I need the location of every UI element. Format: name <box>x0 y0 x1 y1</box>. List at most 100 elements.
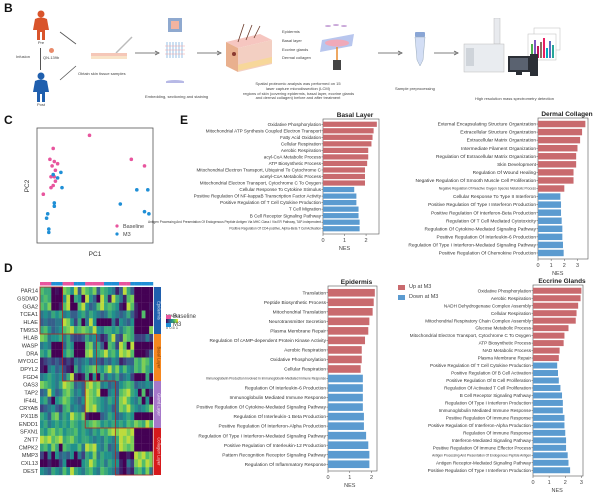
heatmap-cell <box>141 326 146 335</box>
nes-direction-legend: Up at M3 Down at M3 <box>398 282 438 302</box>
heatmap-cell <box>81 451 86 460</box>
nes-bar <box>328 384 363 392</box>
heatmap-cell <box>137 326 142 335</box>
heatmap-cell <box>119 443 124 452</box>
heatmap-cell <box>126 302 131 311</box>
heatmap-cell <box>40 412 44 421</box>
heatmap-cell <box>66 459 71 468</box>
heatmap-cell <box>40 326 44 335</box>
nes-bar <box>323 206 359 212</box>
heatmap-cell <box>141 381 146 389</box>
heatmap-cell <box>130 381 135 389</box>
heatmap-cell <box>100 404 105 413</box>
heatmap-cell <box>100 373 105 382</box>
heatmap-cell <box>47 428 52 436</box>
heatmap-cell <box>145 412 150 421</box>
heatmap-cell <box>58 302 63 311</box>
colorbar-tick-0: 0 <box>166 326 168 330</box>
heatmap-cell <box>122 341 127 350</box>
heatmap-cell <box>122 326 127 335</box>
nes-bar <box>328 308 373 316</box>
heatmap-cell <box>115 310 120 319</box>
arrow-icon <box>135 50 160 56</box>
term-label: Cellular Respiration <box>491 311 532 316</box>
heatmap-cell <box>88 310 93 319</box>
gene-label: TAP2 <box>24 390 38 396</box>
heatmap-cell <box>107 349 112 358</box>
x-tick-label: 2 <box>370 475 373 481</box>
x-tick-label: 0 <box>536 263 539 269</box>
nes-bar <box>328 365 361 373</box>
heatmap-cell <box>55 294 59 303</box>
term-label: Immunoglobulin Mediated Immune Response <box>229 395 326 401</box>
heatmap-cell <box>92 294 97 303</box>
term-label: Regulation Of Interleukin-6 Production <box>245 386 327 392</box>
heatmap-cell <box>66 435 71 444</box>
term-label: Immunoglobulin Mediated Immune Response <box>439 408 532 413</box>
term-label: Fatty Acid Oxidation <box>280 135 321 140</box>
heatmap-cell <box>107 459 112 468</box>
column-group-marker <box>43 282 48 286</box>
heatmap-cell <box>85 365 90 374</box>
heatmap-cell <box>92 467 97 476</box>
heatmap-cell <box>141 443 146 452</box>
heatmap-cell <box>92 287 97 295</box>
heatmap-cell <box>51 341 56 350</box>
heatmap-cell <box>85 334 90 342</box>
column-group-marker <box>122 282 127 286</box>
term-label: Neurotransmitter Secretion <box>269 319 327 325</box>
column-group-marker <box>92 282 97 286</box>
heatmap-cell <box>137 302 142 311</box>
heatmap-cell <box>92 435 97 444</box>
heatmap-cell <box>145 341 150 350</box>
heatmap-cell <box>119 334 124 342</box>
heatmap-cell <box>137 388 142 397</box>
heatmap-cell <box>73 459 78 468</box>
heatmap-cell <box>126 365 131 374</box>
heatmap-cell <box>141 435 146 444</box>
heatmap-cell <box>77 326 82 335</box>
heatmap-cell <box>47 302 52 311</box>
heatmap-cell <box>73 451 78 460</box>
nes-bar <box>538 225 563 233</box>
nes-bar <box>533 362 558 369</box>
pre-label: Pre <box>37 40 45 45</box>
heatmap-cell <box>130 318 135 327</box>
heatmap-cell <box>122 396 127 405</box>
x-tick-label: 0 <box>531 480 534 486</box>
heatmap-cell <box>66 310 71 319</box>
heatmap-cell <box>77 302 82 311</box>
heatmap-cell <box>70 459 75 468</box>
heatmap-cell <box>104 435 108 444</box>
heatmap-cell <box>119 302 124 311</box>
pca-legend: Baseline M3 <box>115 224 144 238</box>
heatmap-cell <box>40 302 44 311</box>
heatmap-cell <box>122 318 127 327</box>
pca-y-label: PC2 <box>24 179 31 192</box>
heatmap-cell <box>40 443 44 452</box>
heatmap-cell <box>145 396 150 405</box>
heatmap-cell <box>88 373 93 382</box>
term-label: ATP Biosynthetic Process <box>269 161 322 166</box>
gene-label: DRA <box>26 351 38 357</box>
heatmap-cell <box>145 428 150 436</box>
heatmap-cell <box>51 451 56 460</box>
column-group-marker <box>40 282 44 286</box>
heatmap-cell <box>58 388 63 397</box>
heatmap-cell <box>115 459 120 468</box>
heatmap-cell <box>122 294 127 303</box>
colorbar-gradient <box>166 319 178 323</box>
term-label: Regulation Of Cytokine-Mediated Signalin… <box>425 226 537 232</box>
term-label: Regulation Of Inflammatory Response <box>245 462 327 468</box>
heatmap-cell <box>92 428 97 436</box>
heatmap-cell <box>96 341 101 350</box>
heatmap-cell <box>88 294 93 303</box>
heatmap-cell <box>73 365 78 374</box>
heatmap-cell <box>141 404 146 413</box>
heatmap-group-legend: Baseline M3 <box>166 313 196 329</box>
nes-bar <box>323 167 365 173</box>
heatmap-cell <box>47 381 52 389</box>
nes-bar <box>538 209 562 216</box>
heatmap-cell <box>122 349 127 358</box>
